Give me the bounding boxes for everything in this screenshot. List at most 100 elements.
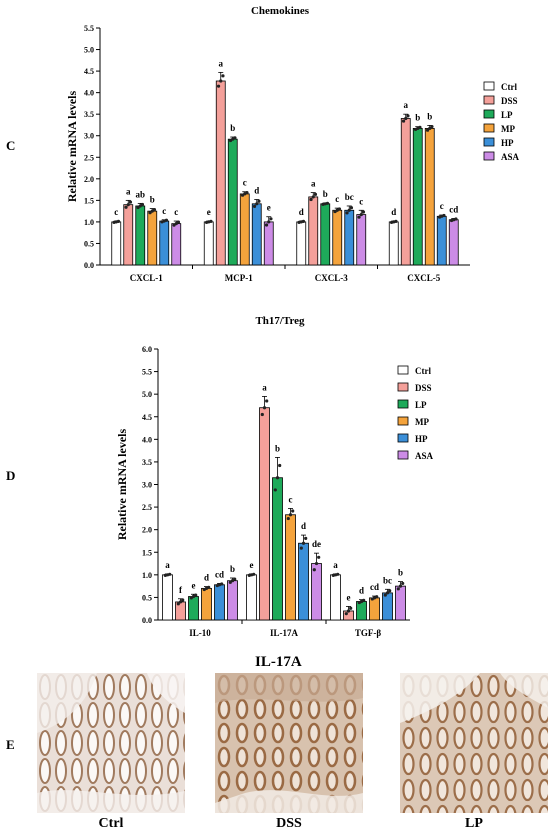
data-point [140,202,145,207]
data-point [344,612,348,616]
bar [188,596,199,621]
x-tick-label: MCP-1 [225,273,253,283]
data-point [209,219,213,223]
y-tick-label: 4.5 [84,67,94,76]
micrograph-caption-ctrl: Ctrl [98,816,124,831]
data-point [454,217,458,221]
significance-letter: cd [215,569,224,579]
data-point [230,579,235,583]
bar [424,128,435,266]
significance-letter: c [289,494,293,504]
micrograph-lp-image [400,673,548,813]
legend-swatch [483,81,495,91]
legend-swatch [397,450,409,460]
data-point [401,581,405,586]
data-point [286,516,290,521]
legend-swatch [397,433,409,443]
bar [239,193,250,266]
y-tick-label: 5.5 [142,368,152,377]
data-point [336,572,340,576]
data-point [219,79,223,83]
legend-label: MP [415,417,429,427]
data-point [359,212,363,217]
y-tick-label: 1.5 [142,548,152,557]
bar [259,407,270,621]
data-point [262,406,267,410]
bar [296,221,307,266]
data-point [314,561,319,566]
significance-letter: d [359,586,364,596]
data-point [233,136,237,140]
y-tick-label: 0.0 [142,616,152,625]
chart-title: Th17/Treg [255,315,305,327]
micrograph-ctrl-image [37,673,185,813]
significance-letter: a [165,560,170,570]
bar [388,221,399,266]
legend-label: HP [415,434,428,444]
data-point [313,192,318,196]
y-tick-label: 5.0 [142,390,152,399]
bar [448,219,459,266]
bar [251,203,262,266]
significance-letter: d [299,207,304,217]
bar [436,215,447,266]
data-point [128,200,133,204]
data-point [168,572,172,576]
data-point [362,598,366,602]
y-tick-label: 3.5 [84,110,94,119]
y-tick-label: 6.0 [142,345,152,354]
data-point [269,217,273,221]
data-point [317,555,321,559]
data-point [361,210,366,214]
data-point [260,412,264,417]
legend-label: DSS [415,383,432,393]
significance-letter: e [267,203,271,213]
y-tick-label: 1.5 [84,196,94,205]
y-tick-label: 0.5 [84,239,94,248]
bar [412,128,423,266]
legend-label: DSS [501,96,518,106]
micrograph-ctrl [37,673,185,813]
data-point [388,589,392,593]
data-point [347,208,351,212]
data-point [228,580,232,584]
data-point [252,572,256,576]
y-tick-label: 0.0 [84,261,94,270]
y-axis-label: Relative mRNA levels [65,91,79,203]
bar [246,574,257,621]
data-point [301,541,306,545]
data-point [152,207,157,212]
bar [263,221,274,266]
legend-swatch [397,416,409,426]
bar [215,80,226,266]
data-point [207,585,211,589]
data-point [425,128,430,132]
x-tick-label: CXCL-1 [130,273,163,283]
data-point [430,124,434,129]
data-point [176,220,181,224]
y-tick-label: 0.5 [142,593,152,602]
bar [123,204,134,266]
significance-letter: de [312,539,321,549]
micrograph-caption-dss: DSS [276,816,302,831]
legend-label: HP [501,138,514,148]
significance-letter: a [219,58,224,68]
significance-letter: cd [370,582,379,592]
significance-letter: a [311,179,316,189]
bar [135,205,146,266]
x-tick-label: CXCL-5 [407,273,440,283]
legend-label: MP [501,124,515,134]
bar [311,563,322,621]
data-point [398,584,403,588]
data-point [178,600,183,604]
data-point [265,399,269,403]
chart-title: Chemokines [251,5,310,17]
significance-letter: a [404,100,409,110]
data-point [312,568,316,572]
y-tick-label: 4.5 [142,413,152,422]
significance-letter: b [230,123,235,133]
legend-swatch [483,123,495,133]
bar [214,584,225,621]
bar [395,585,406,621]
bar [369,597,380,621]
